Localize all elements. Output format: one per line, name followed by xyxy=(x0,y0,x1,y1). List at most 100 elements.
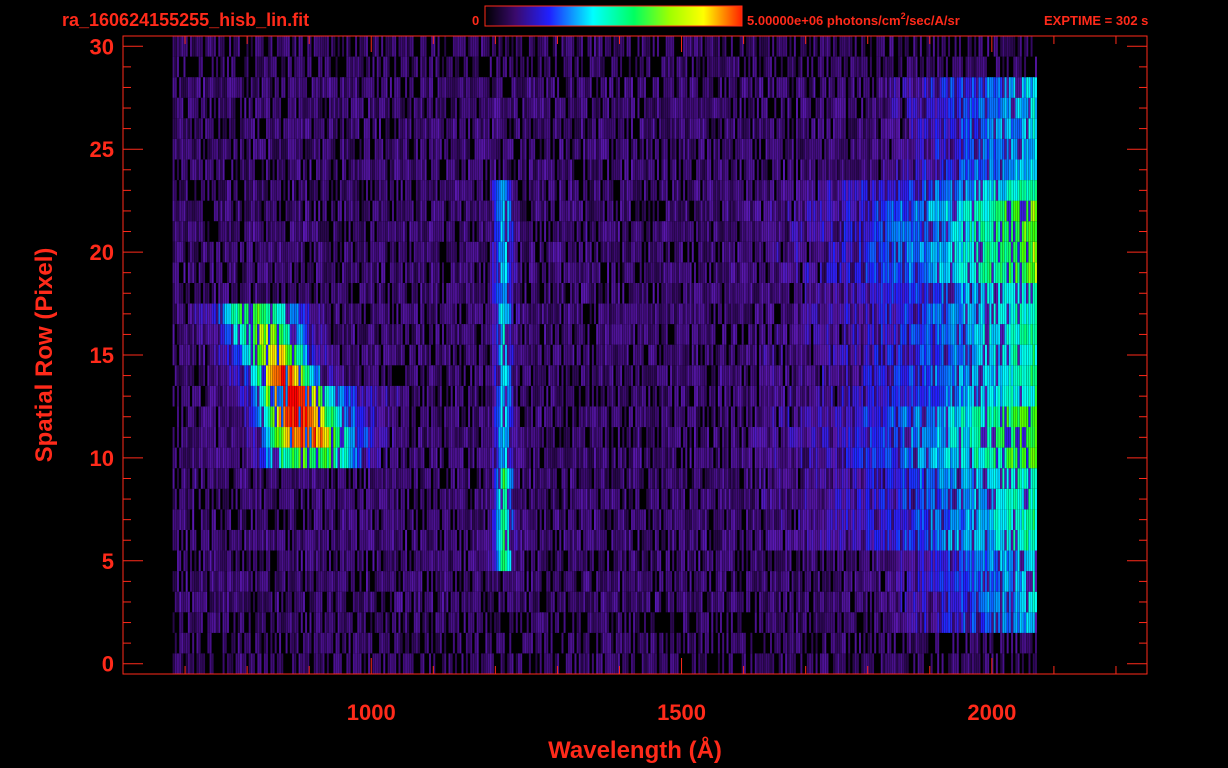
heatmap-cell xyxy=(200,612,203,633)
heatmap-cell xyxy=(407,632,410,654)
heatmap-cell xyxy=(674,385,677,407)
heatmap-cell xyxy=(431,612,434,633)
heatmap-cell xyxy=(598,550,601,572)
heatmap-cell xyxy=(717,385,720,407)
heatmap-cell xyxy=(924,385,927,407)
heatmap-cell xyxy=(422,365,425,386)
heatmap-cell xyxy=(502,571,505,592)
heatmap-cell xyxy=(635,509,638,530)
heatmap-cell xyxy=(917,488,920,510)
heatmap-cell xyxy=(298,529,301,551)
heatmap-cell xyxy=(400,591,403,613)
heatmap-cell xyxy=(620,468,623,489)
heatmap-cell xyxy=(602,612,605,633)
heatmap-cell xyxy=(702,509,705,530)
heatmap-cell xyxy=(746,406,749,428)
heatmap-cell xyxy=(959,571,961,592)
heatmap-cell xyxy=(761,653,764,674)
heatmap-cell xyxy=(676,488,679,510)
heatmap-cell xyxy=(509,509,512,530)
heatmap-cell xyxy=(1004,406,1007,428)
heatmap-cell xyxy=(366,509,368,530)
heatmap-cell xyxy=(216,529,219,551)
heatmap-cell xyxy=(1032,571,1035,592)
heatmap-cell xyxy=(637,447,640,469)
heatmap-cell xyxy=(554,447,557,469)
heatmap-cell xyxy=(896,612,898,633)
heatmap-cell xyxy=(776,468,779,489)
heatmap-cell xyxy=(261,427,264,448)
heatmap-cell xyxy=(1024,632,1027,654)
heatmap-cell xyxy=(735,468,738,489)
heatmap-cell xyxy=(800,591,803,613)
heatmap-cell xyxy=(255,529,258,551)
heatmap-cell xyxy=(442,591,444,613)
heatmap-cell xyxy=(329,427,331,448)
heatmap-cell xyxy=(761,406,764,428)
heatmap-cell xyxy=(698,509,701,530)
heatmap-cell xyxy=(198,612,201,633)
heatmap-cell xyxy=(289,612,292,633)
heatmap-cell xyxy=(496,529,499,551)
heatmap-cell xyxy=(426,488,429,510)
heatmap-cell xyxy=(876,529,879,551)
heatmap-cell xyxy=(431,529,434,551)
heatmap-cell xyxy=(767,612,770,633)
heatmap-cell xyxy=(457,427,460,448)
heatmap-cell xyxy=(652,632,655,654)
heatmap-cell xyxy=(898,365,901,386)
heatmap-cell xyxy=(392,447,394,469)
heatmap-cell xyxy=(587,385,590,407)
heatmap-cell xyxy=(1024,365,1027,386)
heatmap-cell xyxy=(700,591,703,613)
heatmap-cell xyxy=(854,468,857,489)
heatmap-cell xyxy=(700,612,703,633)
heatmap-cell xyxy=(1004,571,1007,592)
heatmap-cell xyxy=(505,447,507,469)
heatmap-cell xyxy=(489,447,492,469)
heatmap-cell xyxy=(457,509,460,530)
heatmap-cell xyxy=(287,591,290,613)
heatmap-cell xyxy=(276,365,279,386)
heatmap-cell xyxy=(368,447,371,469)
heatmap-cell xyxy=(759,406,762,428)
heatmap-cell xyxy=(989,447,992,469)
heatmap-cell xyxy=(198,385,201,407)
heatmap-cell xyxy=(867,385,870,407)
heatmap-cell xyxy=(257,427,260,448)
heatmap-cell xyxy=(980,427,983,448)
heatmap-cell xyxy=(804,550,807,572)
heatmap-cell xyxy=(511,612,514,633)
heatmap-cell xyxy=(952,406,955,428)
heatmap-cell xyxy=(248,591,251,613)
heatmap-cell xyxy=(346,365,349,386)
heatmap-cell xyxy=(311,385,314,407)
heatmap-cell xyxy=(1002,406,1005,428)
heatmap-cell xyxy=(598,406,601,428)
heatmap-cell xyxy=(359,591,362,613)
heatmap-cell xyxy=(370,632,373,654)
heatmap-cell xyxy=(780,468,783,489)
heatmap-cell xyxy=(956,550,959,572)
heatmap-cell xyxy=(528,529,531,551)
heatmap-cell xyxy=(785,427,788,448)
heatmap-cell xyxy=(887,365,890,386)
heatmap-cell xyxy=(370,591,373,613)
heatmap-cell xyxy=(261,468,264,489)
heatmap-cell xyxy=(919,385,922,407)
heatmap-cell xyxy=(339,529,342,551)
heatmap-cell xyxy=(676,406,679,428)
heatmap-cell xyxy=(526,529,529,551)
heatmap-cell xyxy=(720,612,722,633)
heatmap-cell xyxy=(830,385,833,407)
heatmap-cell xyxy=(307,385,310,407)
heatmap-cell xyxy=(244,447,247,469)
heatmap-cell xyxy=(839,427,842,448)
heatmap-cell xyxy=(787,509,790,530)
heatmap-cell xyxy=(333,550,336,572)
heatmap-cell xyxy=(270,365,273,386)
heatmap-cell xyxy=(522,591,525,613)
heatmap-cell xyxy=(648,509,651,530)
heatmap-cell xyxy=(589,591,592,613)
heatmap-cell xyxy=(313,612,316,633)
